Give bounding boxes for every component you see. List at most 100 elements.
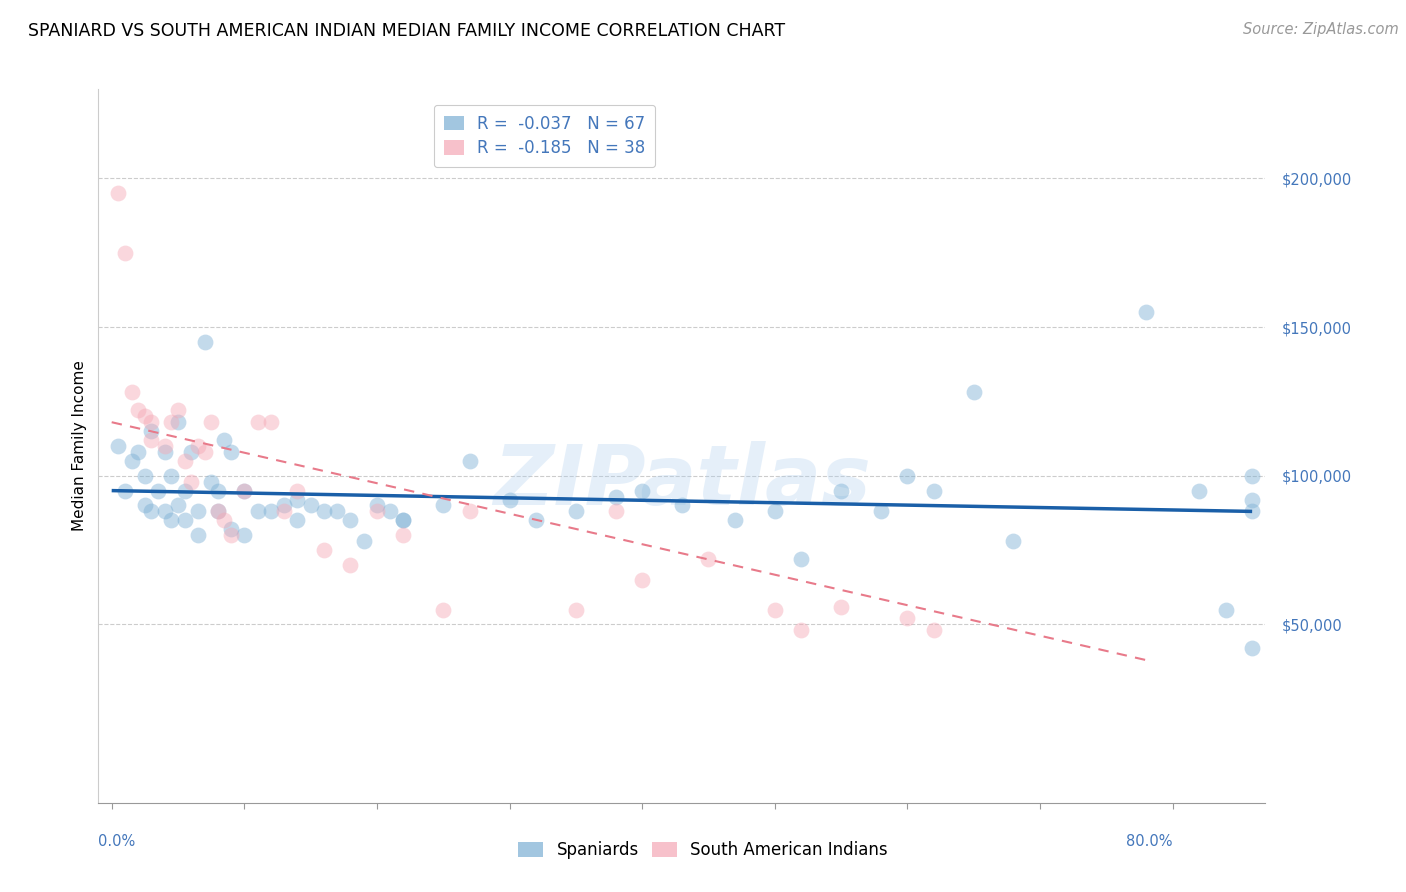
Point — [392, 513, 415, 527]
Point — [219, 522, 242, 536]
Point — [141, 433, 163, 447]
Point — [107, 186, 129, 201]
Point — [763, 504, 786, 518]
Point — [1215, 602, 1237, 616]
Point — [273, 499, 295, 513]
Point — [273, 504, 295, 518]
Legend: Spaniards, South American Indians: Spaniards, South American Indians — [512, 835, 894, 866]
Point — [366, 504, 388, 518]
Point — [565, 602, 588, 616]
Point — [153, 445, 176, 459]
Point — [141, 415, 163, 429]
Point — [260, 415, 283, 429]
Point — [1188, 483, 1211, 498]
Text: ZIPatlas: ZIPatlas — [494, 442, 870, 522]
Point — [1002, 534, 1025, 549]
Point — [432, 602, 454, 616]
Point — [180, 445, 202, 459]
Point — [246, 504, 269, 518]
Point — [339, 513, 361, 527]
Point — [524, 513, 547, 527]
Point — [146, 483, 169, 498]
Point — [896, 468, 918, 483]
Point — [763, 602, 786, 616]
Point — [167, 403, 190, 417]
Point — [207, 504, 229, 518]
Point — [671, 499, 693, 513]
Point — [141, 504, 163, 518]
Point — [896, 611, 918, 625]
Point — [312, 543, 335, 558]
Point — [193, 445, 215, 459]
Point — [153, 439, 176, 453]
Point — [219, 445, 242, 459]
Point — [631, 483, 654, 498]
Text: 0.0%: 0.0% — [98, 834, 135, 849]
Point — [233, 528, 256, 542]
Point — [233, 483, 256, 498]
Point — [173, 483, 195, 498]
Point — [121, 385, 143, 400]
Point — [1241, 468, 1264, 483]
Point — [432, 499, 454, 513]
Point — [187, 528, 209, 542]
Point — [214, 513, 236, 527]
Point — [922, 483, 945, 498]
Point — [790, 624, 813, 638]
Point — [180, 475, 202, 489]
Point — [869, 504, 891, 518]
Point — [378, 504, 402, 518]
Point — [134, 409, 156, 424]
Point — [1135, 305, 1157, 319]
Point — [153, 504, 176, 518]
Point — [207, 504, 229, 518]
Point — [285, 483, 308, 498]
Point — [107, 439, 129, 453]
Point — [392, 513, 415, 527]
Point — [339, 558, 361, 572]
Point — [193, 334, 215, 349]
Point — [187, 504, 209, 518]
Legend: R =  -0.037   N = 67, R =  -0.185   N = 38: R = -0.037 N = 67, R = -0.185 N = 38 — [433, 104, 655, 168]
Point — [260, 504, 283, 518]
Point — [121, 454, 143, 468]
Point — [392, 528, 415, 542]
Point — [114, 483, 136, 498]
Text: 80.0%: 80.0% — [1126, 834, 1173, 849]
Point — [167, 415, 190, 429]
Point — [160, 415, 183, 429]
Point — [605, 490, 627, 504]
Point — [219, 528, 242, 542]
Point — [312, 504, 335, 518]
Point — [246, 415, 269, 429]
Point — [200, 415, 222, 429]
Point — [326, 504, 349, 518]
Point — [1241, 504, 1264, 518]
Point — [160, 468, 183, 483]
Point — [214, 433, 236, 447]
Point — [353, 534, 375, 549]
Point — [830, 599, 852, 614]
Point — [922, 624, 945, 638]
Point — [173, 513, 195, 527]
Point — [962, 385, 984, 400]
Point — [200, 475, 222, 489]
Y-axis label: Median Family Income: Median Family Income — [72, 360, 87, 532]
Point — [605, 504, 627, 518]
Point — [127, 445, 149, 459]
Point — [114, 245, 136, 260]
Point — [299, 499, 322, 513]
Point — [134, 499, 156, 513]
Text: SPANIARD VS SOUTH AMERICAN INDIAN MEDIAN FAMILY INCOME CORRELATION CHART: SPANIARD VS SOUTH AMERICAN INDIAN MEDIAN… — [28, 22, 785, 40]
Point — [160, 513, 183, 527]
Point — [167, 499, 190, 513]
Point — [127, 403, 149, 417]
Point — [724, 513, 747, 527]
Point — [187, 439, 209, 453]
Point — [697, 552, 720, 566]
Point — [498, 492, 520, 507]
Point — [830, 483, 852, 498]
Point — [458, 504, 481, 518]
Point — [1241, 641, 1264, 656]
Point — [631, 573, 654, 587]
